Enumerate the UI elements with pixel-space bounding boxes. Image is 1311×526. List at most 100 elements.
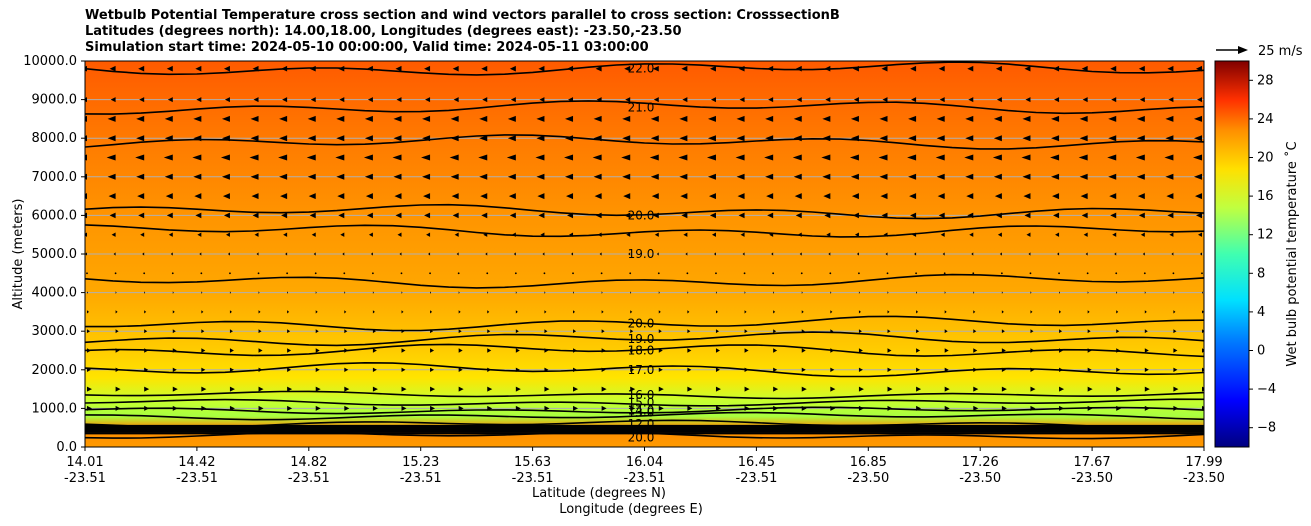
wind-vector <box>307 135 316 142</box>
wind-vector <box>1194 115 1202 122</box>
wind-vector <box>487 348 492 353</box>
wind-vector <box>258 348 263 353</box>
wind-vector <box>1050 154 1060 161</box>
wind-vector <box>115 367 120 372</box>
wind-vector <box>315 329 319 334</box>
x-tick-label-lon: -23.50 <box>847 471 889 486</box>
wind-vector <box>201 386 207 392</box>
wind-vector <box>1030 425 1035 430</box>
wind-vector <box>1024 212 1031 219</box>
wind-vector <box>107 115 116 122</box>
wind-vector <box>85 252 87 256</box>
wind-vector <box>681 212 688 219</box>
wind-vector <box>1059 405 1065 411</box>
wind-vector <box>221 135 230 142</box>
wind-vector <box>858 329 862 334</box>
wind-vector <box>1087 386 1093 392</box>
wind-vector <box>911 97 917 103</box>
wind-vector <box>573 386 579 392</box>
wind-vector <box>887 348 892 353</box>
y-tick-label: 10000.0 <box>23 54 77 69</box>
contour-label: 22.0 <box>628 62 655 76</box>
wind-vector <box>658 348 663 353</box>
wind-vector <box>965 135 974 142</box>
wind-vector <box>910 65 917 72</box>
wind-vector <box>738 65 745 72</box>
wind-vector <box>166 212 173 219</box>
wind-vector <box>592 154 602 161</box>
wind-vector <box>229 386 235 392</box>
wind-vector <box>944 329 948 334</box>
wind-vector <box>881 212 888 219</box>
wind-vector <box>279 115 288 122</box>
wind-vector <box>967 212 974 219</box>
contour-label: 14.0 <box>628 403 655 417</box>
wind-vector <box>801 348 806 353</box>
wind-vector <box>430 386 436 392</box>
wind-vector <box>430 310 433 314</box>
wind-vector <box>1144 386 1150 392</box>
wind-vector <box>944 367 949 372</box>
wind-vector <box>144 348 149 353</box>
wind-vector <box>739 97 745 103</box>
wind-vector <box>364 173 373 180</box>
wind-vector <box>201 291 203 294</box>
wind-vector <box>510 97 516 103</box>
wind-vector <box>1169 232 1174 237</box>
wind-vector <box>823 193 831 200</box>
wind-vector <box>515 348 520 353</box>
wind-vector <box>601 405 607 411</box>
wind-vector <box>658 386 664 392</box>
wind-vector <box>944 386 950 392</box>
wind-vector <box>715 405 721 411</box>
wind-vector <box>622 115 631 122</box>
contour-line <box>85 134 1204 150</box>
wind-vector <box>1136 173 1145 180</box>
wind-vector <box>829 272 832 275</box>
wind-vector <box>1108 115 1117 122</box>
wind-vector <box>508 193 516 200</box>
wind-vector <box>916 329 920 334</box>
wind-vector <box>1198 232 1202 237</box>
wind-vector <box>224 97 230 103</box>
wind-vector <box>311 232 316 237</box>
wind-vector <box>821 154 831 161</box>
wind-vector <box>1022 135 1031 142</box>
wind-vector <box>1194 135 1202 142</box>
wind-vector <box>706 154 716 161</box>
wind-vector <box>1023 193 1031 200</box>
wind-vector <box>366 65 373 72</box>
wind-vector <box>115 386 121 392</box>
wind-vector <box>744 425 749 430</box>
wind-vector <box>567 212 574 219</box>
wind-vector <box>514 272 517 275</box>
x-tick-label-lon: -23.51 <box>64 471 106 486</box>
wind-vector <box>887 367 892 372</box>
wind-vector <box>1144 329 1148 334</box>
wind-vector <box>744 291 746 294</box>
wind-vector <box>767 65 774 72</box>
wind-vector <box>314 272 317 275</box>
wind-vector <box>1087 291 1089 294</box>
wind-vector <box>601 348 606 353</box>
wind-vector <box>253 97 259 103</box>
wind-vector <box>221 115 230 122</box>
contour-label: 16.0 <box>628 388 655 402</box>
wind-vector <box>793 115 802 122</box>
wind-vector <box>1116 329 1120 334</box>
contour-line <box>85 100 1204 115</box>
wind-vector <box>315 291 317 294</box>
wind-vector <box>1082 97 1088 103</box>
wind-vector <box>143 272 146 275</box>
wind-vector <box>883 232 888 237</box>
wind-vector <box>344 425 349 430</box>
x-tick-label-lon: -23.50 <box>959 471 1001 486</box>
contour-line <box>85 331 1204 347</box>
wind-vector <box>915 272 918 275</box>
wind-vector <box>715 348 720 353</box>
wind-vector <box>401 405 407 411</box>
wind-vector <box>1079 115 1088 122</box>
wind-vector <box>393 135 402 142</box>
wind-vector <box>450 115 459 122</box>
wind-vector <box>537 193 545 200</box>
